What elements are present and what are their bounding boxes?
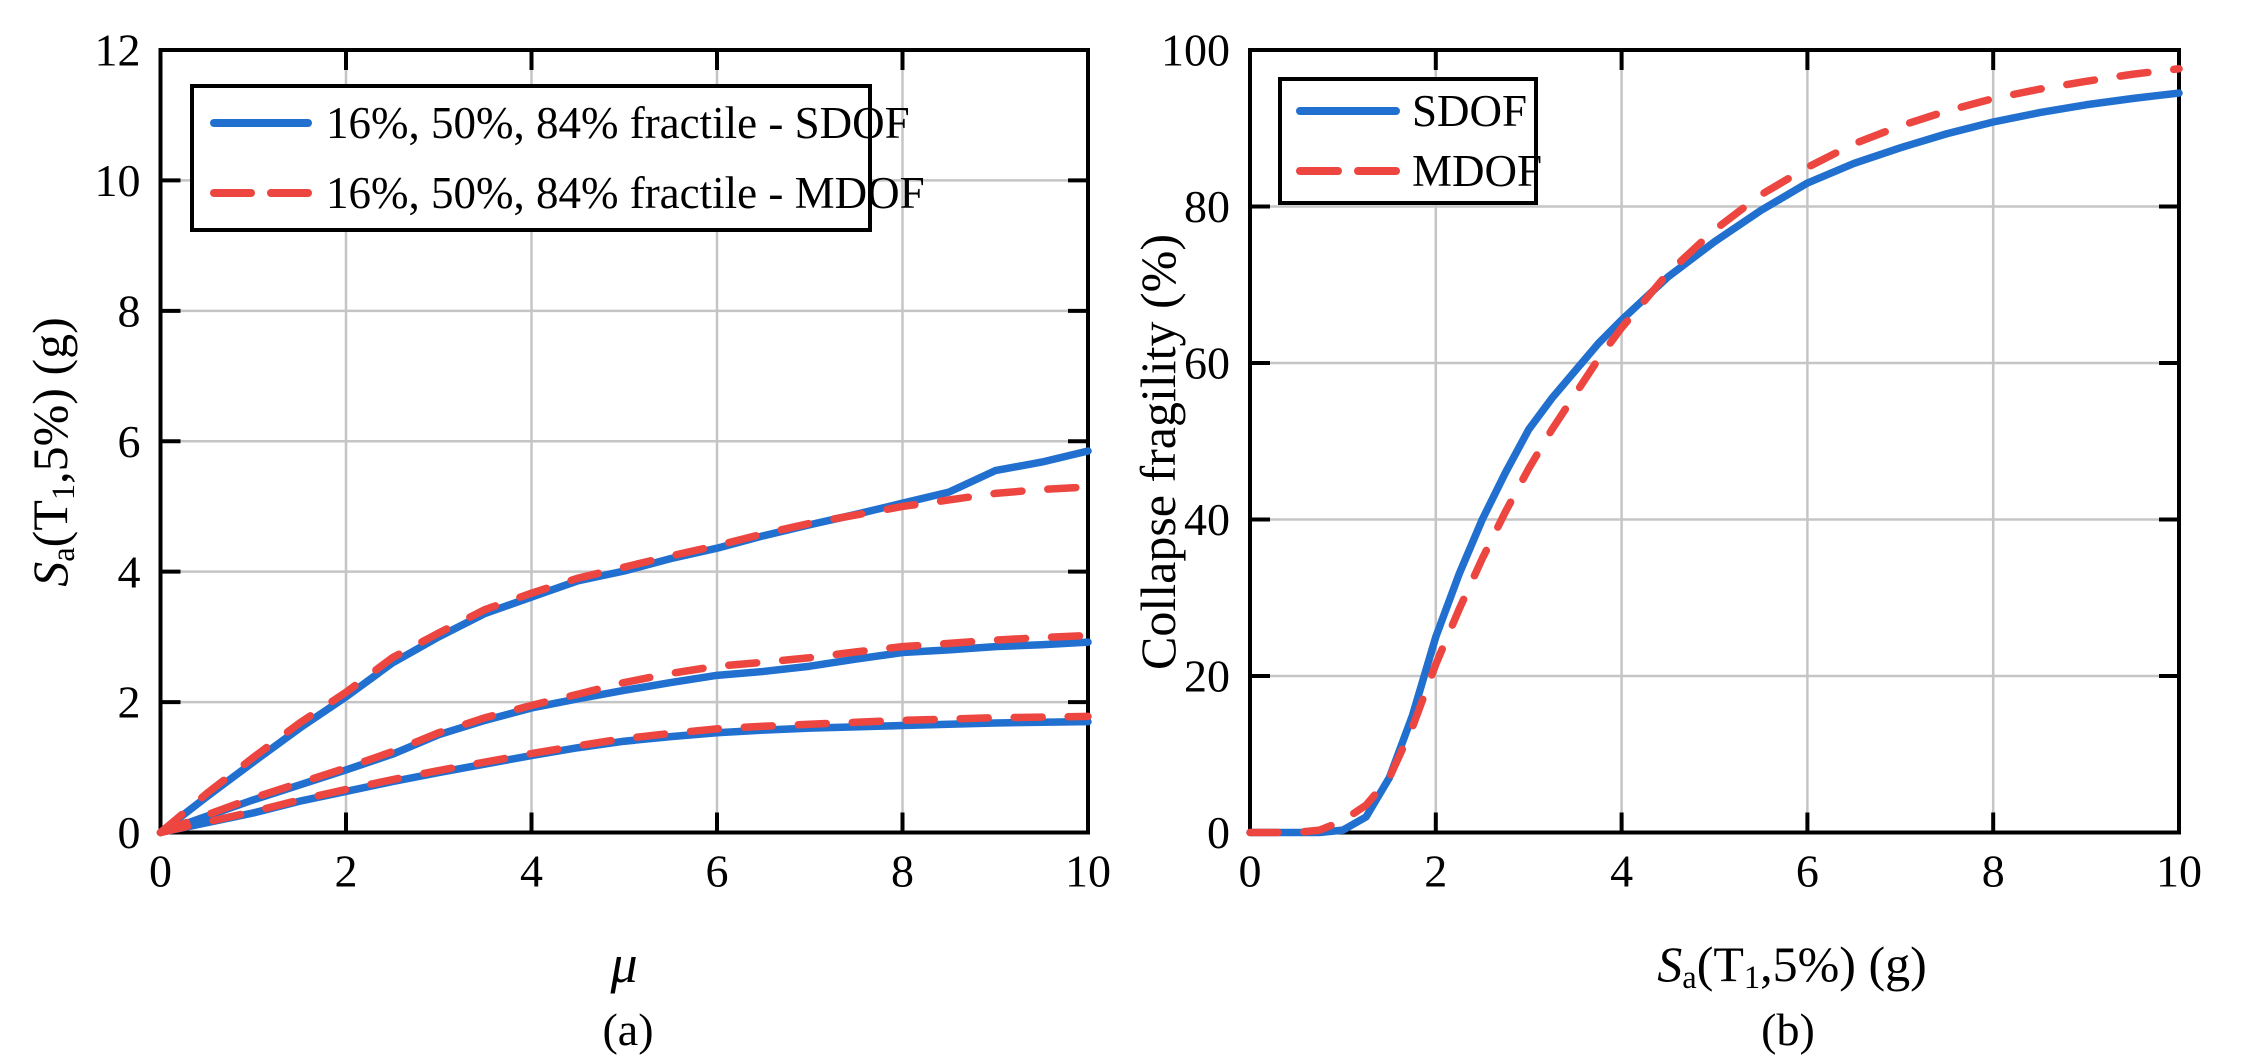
y-tick-label: 20 xyxy=(1184,651,1230,702)
series-16-fractile-mdof xyxy=(156,712,1092,837)
x-tick-label: 10 xyxy=(1065,846,1111,897)
legend-line-sample-dashed xyxy=(1296,167,1400,175)
series-16-fractile-sdof xyxy=(156,717,1092,837)
legend-entry-mdof: MDOF xyxy=(1282,148,1542,194)
series-50-fractile-mdof xyxy=(156,631,1092,837)
x-tick-label: 8 xyxy=(1982,846,2005,897)
xlabel-b-sub-1: 1 xyxy=(1743,960,1761,997)
x-tick-label: 2 xyxy=(1424,846,1447,897)
legend-label: SDOF xyxy=(1412,85,1528,136)
series-84-fractile-sdof xyxy=(156,447,1092,837)
legend-line-sample-dashed xyxy=(210,189,312,197)
series-sdof xyxy=(1246,89,2183,837)
x-tick-label: 8 xyxy=(891,846,914,897)
ylabel-a-sub-1: 1 xyxy=(46,483,83,501)
legend-label: MDOF xyxy=(1412,145,1543,196)
axes-box xyxy=(1248,48,2181,835)
x-axis-title-panel-b: Sa(T1,5%) (g) xyxy=(1657,936,1927,994)
y-tick-label: 10 xyxy=(95,155,141,206)
y-axis-title-panel-a: Sa(T1,5%) (g) xyxy=(22,317,82,587)
y-tick-label: 6 xyxy=(118,416,141,467)
y-tick-label: 4 xyxy=(118,546,141,597)
y-tick-label: 60 xyxy=(1184,338,1230,389)
y-tick-label: 0 xyxy=(1207,807,1230,858)
y-tick-label: 100 xyxy=(1161,25,1230,76)
legend-entry-sdof-fractiles: 16%, 50%, 84% fractile - SDOF xyxy=(194,100,910,146)
xlabel-b-rest: ,5%) (g) xyxy=(1760,936,1927,992)
ylabel-a-S: S xyxy=(22,561,78,587)
y-tick-label: 0 xyxy=(118,807,141,858)
series-mdof xyxy=(1246,65,2183,837)
y-tick-label: 12 xyxy=(95,25,141,76)
legend-entry-mdof-fractiles: 16%, 50%, 84% fractile - MDOF xyxy=(194,170,925,216)
x-tick-label: 4 xyxy=(1610,846,1633,897)
ylabel-a-rest: ,5%) (g) xyxy=(22,317,78,484)
y-tick-label: 40 xyxy=(1184,494,1230,545)
y-tick-label: 80 xyxy=(1184,181,1230,232)
legend-line-sample-solid xyxy=(1296,107,1400,115)
legend-entry-sdof: SDOF xyxy=(1282,85,1534,136)
series-84-fractile-mdof xyxy=(156,483,1092,837)
panel_a: 0 2 4 6 8 10 0 2 4 6 8 10 12 xyxy=(95,25,1112,897)
y-axis-title-panel-b: Collapse fragility (%) xyxy=(1130,234,1186,670)
x-tick-label: 4 xyxy=(520,846,543,897)
caption-panel-a: (a) xyxy=(602,1004,654,1055)
tick-labels: 0 2 4 6 8 10 0 2 4 6 8 10 12 xyxy=(95,25,1112,897)
x-tick-label: 2 xyxy=(335,846,358,897)
xlabel-b-sub-a: a xyxy=(1682,960,1697,997)
x-axis-title-panel-a: μ xyxy=(610,934,638,994)
legend-line-sample-solid xyxy=(210,119,312,127)
x-tick-label: 0 xyxy=(149,846,172,897)
x-tick-label: 6 xyxy=(1796,846,1819,897)
ylabel-a-T: (T xyxy=(22,500,78,548)
legend-label: 16%, 50%, 84% fractile - MDOF xyxy=(326,167,925,218)
x-tick-label: 6 xyxy=(706,846,729,897)
legend-panel-a: 16%, 50%, 84% fractile - SDOF 16%, 50%, … xyxy=(190,84,925,232)
y-tick-label: 2 xyxy=(118,677,141,728)
x-tick-label: 0 xyxy=(1239,846,1262,897)
caption-panel-b: (b) xyxy=(1761,1004,1815,1055)
xlabel-b-S: S xyxy=(1657,936,1683,992)
y-tick-label: 8 xyxy=(118,285,141,336)
xlabel-b-T: (T xyxy=(1696,936,1744,992)
legend-label: 16%, 50%, 84% fractile - SDOF xyxy=(326,97,910,148)
x-tick-label: 10 xyxy=(2156,846,2202,897)
legend-panel-b: SDOF MDOF xyxy=(1278,77,1542,205)
ylabel-a-sub-a: a xyxy=(46,547,83,562)
